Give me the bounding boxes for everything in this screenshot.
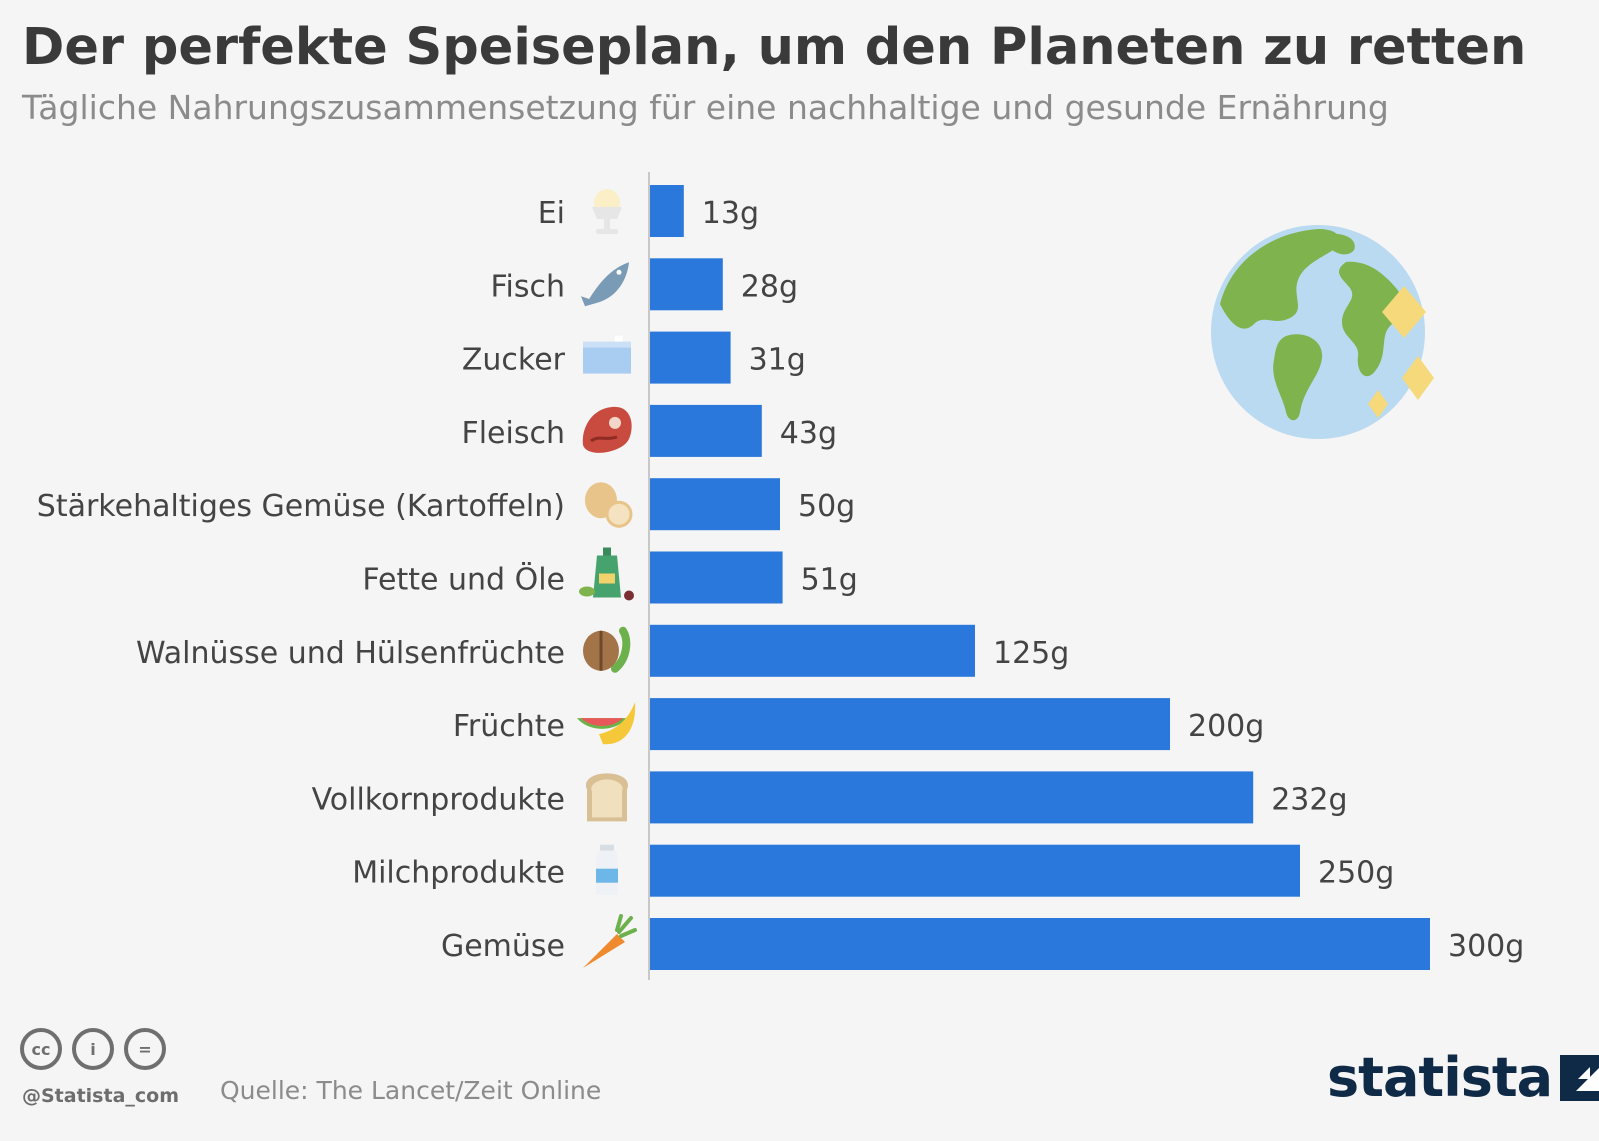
oil-bottle-icon <box>579 547 634 601</box>
category-label: Milchprodukte <box>352 856 565 891</box>
category-label: Zucker <box>462 343 566 378</box>
bar-11 <box>650 918 1430 970</box>
chart-title: Der perfekte Speiseplan, um den Planeten… <box>22 18 1527 77</box>
footer-handle: @Statista_com <box>22 1085 180 1107</box>
category-label: Stärkehaltiges Gemüse (Kartoffeln) <box>37 489 565 524</box>
source-note: Quelle: The Lancet/Zeit Online <box>220 1076 602 1105</box>
brand-logo: statista <box>1327 1046 1599 1109</box>
bar-7 <box>650 624 975 677</box>
value-label: 13g <box>702 196 759 231</box>
bar-1 <box>650 185 684 237</box>
value-label: 125g <box>993 636 1069 671</box>
cc-icon: cc <box>20 1028 62 1070</box>
walnut-bean-icon <box>583 626 631 673</box>
bread-toast-icon <box>585 773 629 822</box>
chart-subtitle: Tägliche Nahrungszusammensetzung für ein… <box>22 88 1389 127</box>
category-label: Fleisch <box>461 416 565 451</box>
bar-9 <box>650 771 1254 824</box>
value-label: 300g <box>1448 929 1524 964</box>
bar-2 <box>650 258 723 311</box>
value-label: 28g <box>741 269 798 304</box>
carrot-icon <box>583 914 637 968</box>
brand-name: statista <box>1327 1046 1553 1109</box>
bar-5 <box>650 478 780 531</box>
value-label: 250g <box>1318 856 1394 891</box>
globe-sparkle-icon <box>1211 225 1434 439</box>
meat-steak-icon <box>582 406 632 453</box>
milk-bottle-icon <box>596 844 618 895</box>
category-label: Fette und Öle <box>362 562 565 598</box>
bar-6 <box>650 551 783 604</box>
statista-logo-icon <box>1560 1054 1599 1101</box>
bar-10 <box>650 844 1300 897</box>
value-label: 51g <box>801 563 858 598</box>
bar-4 <box>650 404 762 457</box>
category-label: Vollkornprodukte <box>312 782 565 817</box>
value-label: 43g <box>780 416 837 451</box>
fish-icon <box>581 262 629 307</box>
egg-cup-icon <box>592 189 622 234</box>
category-label: Gemüse <box>441 929 565 964</box>
bar-8 <box>650 698 1170 751</box>
bar-3 <box>650 331 731 384</box>
category-label: Walnüsse und Hülsenfrüchte <box>136 636 565 671</box>
sugar-box-icon <box>583 335 631 374</box>
value-label: 31g <box>749 343 806 378</box>
value-label: 200g <box>1188 709 1264 744</box>
license-icons: cc i = <box>20 1028 166 1070</box>
attribution-icon: i <box>72 1028 114 1070</box>
value-label: 232g <box>1271 782 1347 817</box>
category-label: Fisch <box>490 269 565 304</box>
value-label: 50g <box>798 489 855 524</box>
category-label: Ei <box>538 196 565 231</box>
watermelon-banana-icon <box>577 702 636 745</box>
potato-icon <box>585 482 633 528</box>
no-derivatives-icon: = <box>124 1028 166 1070</box>
category-label: Früchte <box>453 709 565 744</box>
